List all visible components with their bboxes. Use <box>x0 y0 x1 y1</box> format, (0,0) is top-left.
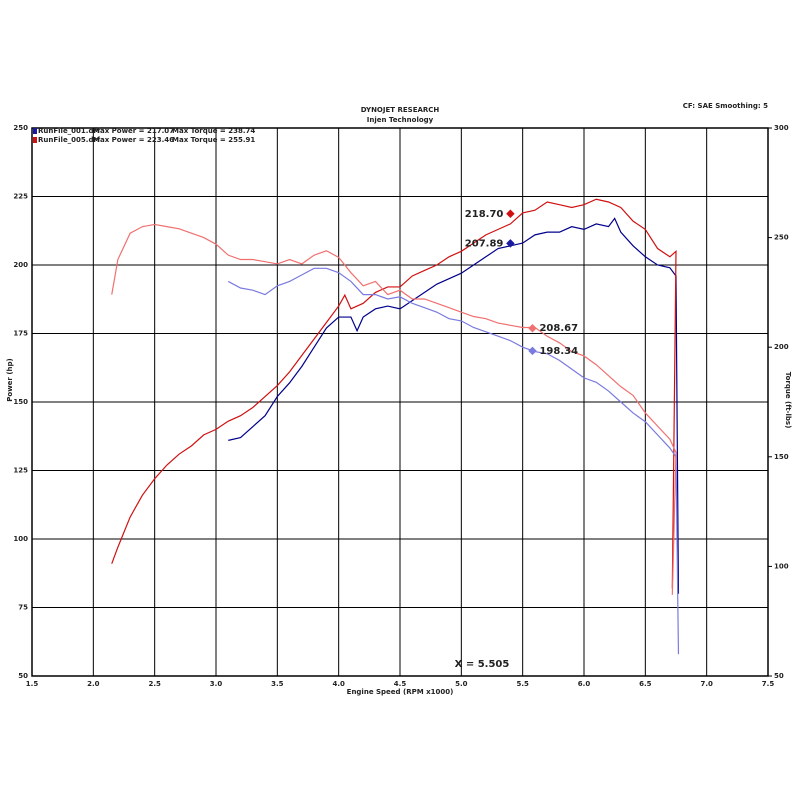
y-tick-label: 125 <box>13 467 28 475</box>
annotation-marker <box>528 323 537 333</box>
y-tick-label: 100 <box>13 535 28 543</box>
y2-tick-label: 100 <box>774 562 789 570</box>
x-tick-label: 5.5 <box>516 680 529 688</box>
y-tick-label: 50 <box>18 672 28 680</box>
x-tick-label: 3.0 <box>210 680 223 688</box>
x-tick-label: 7.0 <box>700 680 713 688</box>
x-tick-label: 2.5 <box>148 680 161 688</box>
annotation-marker <box>528 346 537 356</box>
chart-title: DYNOJET RESEARCH <box>361 106 440 114</box>
legend-power: Max Power = 223.46 <box>93 136 174 144</box>
series-line <box>111 223 677 595</box>
y-tick-label: 250 <box>13 124 28 132</box>
x-tick-label: 6.5 <box>639 680 652 688</box>
legend-file: RunFile_005.drf <box>38 136 101 144</box>
y-axis-label: Power (hp) <box>6 358 14 401</box>
y2-tick-label: 250 <box>774 234 789 242</box>
series-line <box>227 267 680 655</box>
legend-file: RunFile_001.drf <box>38 127 101 135</box>
legend-torque: Max Torque = 255.91 <box>172 136 255 144</box>
series-line <box>228 217 680 594</box>
annotation-label: 207.89 <box>465 238 504 249</box>
y-tick-label: 150 <box>13 398 28 406</box>
x-tick-label: 6.0 <box>578 680 591 688</box>
annotation-marker <box>506 209 515 219</box>
x-tick-label: 2.0 <box>87 680 100 688</box>
annotation-marker <box>506 239 515 248</box>
y-tick-label: 200 <box>13 261 28 269</box>
legend-torque: Max Torque = 238.74 <box>172 127 255 135</box>
x-tick-label: 4.5 <box>394 680 407 688</box>
x-tick-label: 4.0 <box>332 680 345 688</box>
legend-swatch <box>33 128 37 134</box>
annotation-label: 198.34 <box>539 346 578 357</box>
chart-subtitle: Injen Technology <box>367 116 434 124</box>
y-tick-label: 175 <box>13 330 28 338</box>
annotation-label: 218.70 <box>465 209 504 220</box>
y2-axis-label: Torque (ft-lbs) <box>784 372 792 429</box>
annotation-label: 208.67 <box>539 323 578 334</box>
x-tick-label: 3.5 <box>271 680 284 688</box>
x-tick-label: 7.5 <box>762 680 775 688</box>
x-axis-label: Engine Speed (RPM x1000) <box>347 688 454 696</box>
series-line <box>111 198 677 589</box>
y-tick-label: 75 <box>18 604 28 612</box>
x-tick-label: 1.5 <box>26 680 39 688</box>
x-tick-label: 5.0 <box>455 680 468 688</box>
y2-tick-label: 150 <box>774 453 789 461</box>
legend-power: Max Power = 217.07 <box>93 127 174 135</box>
y2-tick-label: 50 <box>774 672 784 680</box>
settings-label: CF: SAE Smoothing: 5 <box>683 102 768 110</box>
legend-swatch <box>33 137 37 143</box>
y2-tick-label: 300 <box>774 124 789 132</box>
y2-tick-label: 200 <box>774 343 789 351</box>
y-tick-label: 225 <box>13 193 28 201</box>
cursor-label: X = 5.505 <box>455 659 510 670</box>
